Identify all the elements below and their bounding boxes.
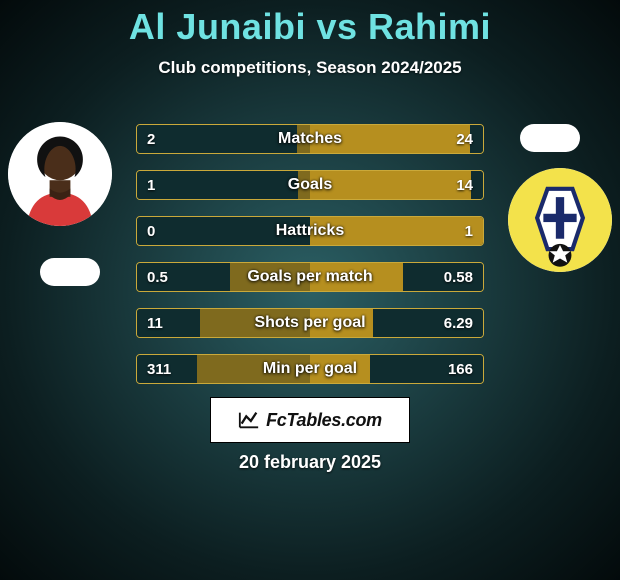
- stat-value-left: 1: [137, 171, 165, 199]
- stat-row: 0.50.58Goals per match: [136, 262, 484, 292]
- stat-value-right: 0.58: [434, 263, 483, 291]
- stat-value-right: 14: [446, 171, 483, 199]
- stat-value-right: 24: [446, 125, 483, 153]
- stat-value-left: 2: [137, 125, 165, 153]
- stat-value-left: 0: [137, 217, 165, 245]
- subtitle: Club competitions, Season 2024/2025: [0, 58, 620, 78]
- flag-player-2: [520, 124, 580, 152]
- avatar-player-2: [508, 168, 612, 272]
- stats-panel: 224Matches114Goals01Hattricks0.50.58Goal…: [136, 124, 484, 400]
- flag-player-1: [40, 258, 100, 286]
- stat-value-right: 6.29: [434, 309, 483, 337]
- title-player-1: Al Junaibi: [129, 6, 306, 47]
- title-vs: vs: [316, 6, 357, 47]
- stat-value-right: 166: [438, 355, 483, 383]
- title: Al Junaibi vs Rahimi: [0, 0, 620, 48]
- brand-text: FcTables.com: [266, 410, 382, 431]
- stat-value-left: 0.5: [137, 263, 178, 291]
- brand-box: FcTables.com: [210, 397, 410, 443]
- stat-value-right: 1: [455, 217, 483, 245]
- title-player-2: Rahimi: [368, 6, 491, 47]
- avatar-player-1: [8, 122, 112, 226]
- stat-row: 114Goals: [136, 170, 484, 200]
- stat-value-left: 11: [137, 309, 173, 337]
- stat-row: 116.29Shots per goal: [136, 308, 484, 338]
- stat-row: 01Hattricks: [136, 216, 484, 246]
- stat-row: 311166Min per goal: [136, 354, 484, 384]
- stat-row: 224Matches: [136, 124, 484, 154]
- stat-value-left: 311: [137, 355, 181, 383]
- date-text: 20 february 2025: [0, 452, 620, 473]
- brand-chart-icon: [238, 409, 260, 431]
